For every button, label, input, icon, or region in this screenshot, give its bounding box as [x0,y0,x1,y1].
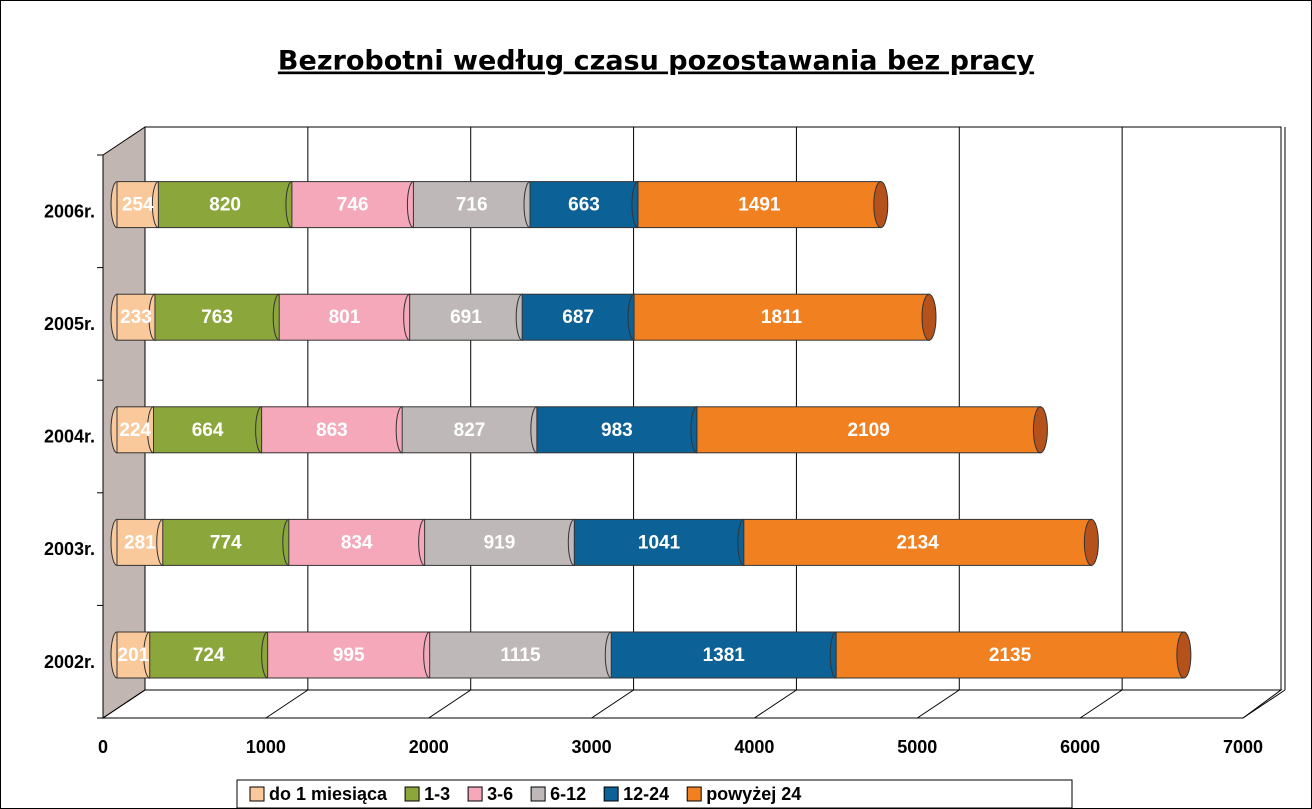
value-label: 2135 [989,645,1032,666]
bar [116,518,164,566]
legend-swatch [603,786,619,802]
value-label: 2109 [848,420,890,441]
value-label: 2134 [896,532,939,553]
bar [633,293,930,341]
value-label: 281 [124,532,156,553]
bar [162,518,290,566]
bar-end [921,293,937,341]
bar [267,631,431,679]
y-tick-label: 2004r. [44,427,95,447]
value-label: 1381 [703,645,746,666]
legend-label: 12-24 [623,784,669,804]
value-label: 663 [568,195,600,216]
value-label: 995 [333,645,365,666]
value-label: 1491 [738,195,781,216]
x-tick-label: 7000 [1223,737,1263,757]
legend [236,779,1073,809]
bar [521,293,635,341]
legend-swatch [686,786,702,802]
bar [261,406,403,454]
value-label: 774 [210,532,242,553]
floor-grid-line [1242,689,1286,719]
bar-end [1032,406,1048,454]
bar [835,631,1185,679]
bar [536,406,698,454]
bar-end [873,181,889,229]
x-tick-label: 0 [98,737,108,757]
legend-swatch [404,786,420,802]
floor [101,689,1283,719]
x-tick-label: 5000 [897,737,937,757]
floor-grid-line [754,689,797,719]
x-tick-label: 3000 [572,737,612,757]
value-label: 746 [337,195,369,216]
value-label: 233 [120,307,152,328]
value-label: 691 [450,307,482,328]
bar [291,181,414,229]
legend-label: 3-6 [487,784,513,804]
x-tick-label: 6000 [1060,737,1100,757]
bar [278,293,411,341]
y-tick-label: 2005r. [44,314,95,334]
value-label: 254 [122,195,154,216]
y-tick-label: 2002r. [44,652,95,672]
bar [424,518,575,566]
legend-swatch [467,786,483,802]
bar [409,293,523,341]
value-label: 919 [484,532,516,553]
bar [157,181,293,229]
bar [743,518,1092,566]
floor-grid-line [1079,689,1123,719]
legend-swatch [530,786,546,802]
bar [696,406,1041,454]
value-label: 827 [454,420,486,441]
x-tick-label: 1000 [246,737,286,757]
floor-grid-line [917,689,960,719]
bar [573,518,745,566]
value-label: 201 [118,645,150,666]
floor-grid-line [265,689,309,719]
value-label: 1115 [500,645,541,666]
value-label: 763 [201,307,233,328]
legend-label: powyżej 24 [706,784,801,804]
legend-label: do 1 miesiąca [269,784,388,804]
floor-grid-line [102,689,146,719]
value-label: 687 [562,307,594,328]
x-tick-label: 4000 [734,737,774,757]
bar-end [1083,518,1099,566]
value-label: 724 [193,645,225,666]
bar [610,631,837,679]
bar [288,518,426,566]
value-label: 1041 [638,532,681,553]
floor-grid-line [591,689,634,719]
legend-label: 1-3 [424,784,450,804]
value-label: 801 [329,307,361,328]
chart-title: Bezrobotni według czasu pozostawania bez… [278,46,1035,77]
bar [152,406,263,454]
bar [149,631,269,679]
value-label: 224 [119,420,151,441]
y-tick-label: 2006r. [44,201,95,221]
bar [412,181,531,229]
value-label: 863 [316,420,348,441]
bar [116,181,159,229]
bar [429,631,612,679]
floor-grid-line [428,689,471,719]
value-label: 716 [456,195,488,216]
value-label: 834 [341,532,373,553]
value-label: 1811 [761,307,803,328]
y-tick-label: 2003r. [44,539,95,559]
value-label: 664 [192,420,224,441]
bar-end [1176,631,1192,679]
x-tick-label: 2000 [409,737,449,757]
value-label: 983 [601,420,633,441]
legend-swatch [249,786,265,802]
legend-label: 6-12 [550,784,586,804]
value-label: 820 [209,195,241,216]
